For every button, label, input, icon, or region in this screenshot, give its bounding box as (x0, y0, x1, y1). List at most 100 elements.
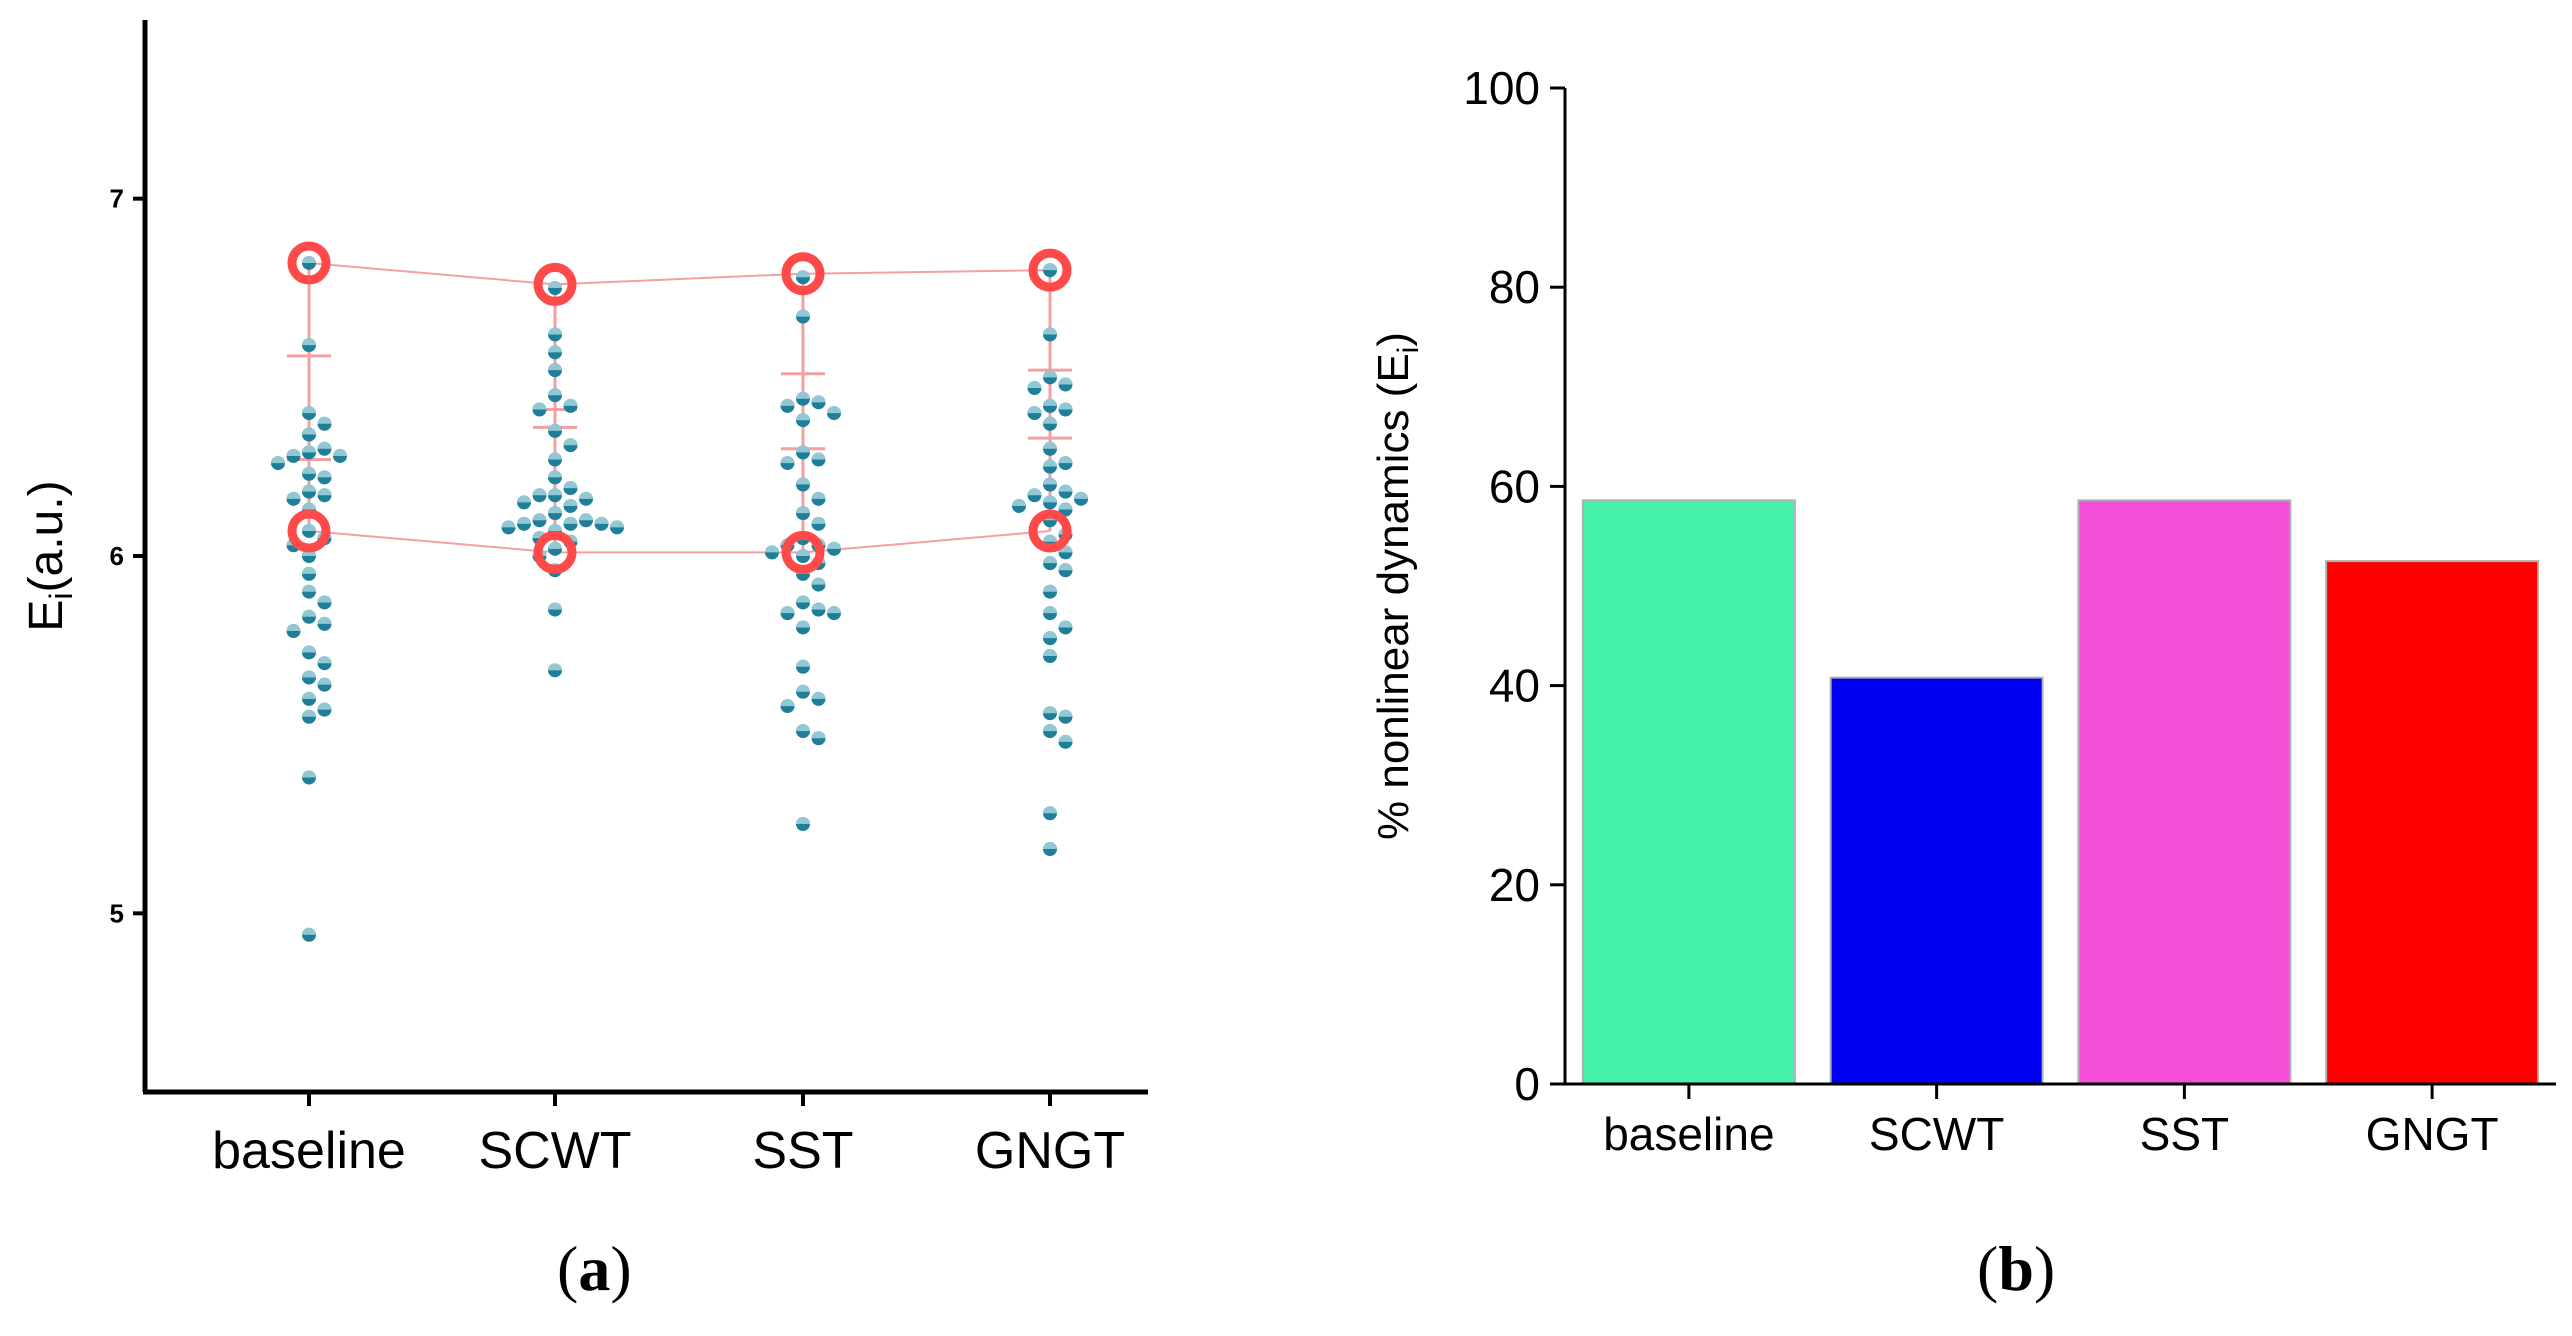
a-data-point-highlight (811, 577, 826, 585)
a-data-point-highlight (317, 441, 332, 449)
a-data-point-highlight (286, 624, 301, 632)
a-data-point-highlight (286, 448, 301, 456)
a-data-point-highlight (532, 402, 547, 410)
b-x-tick-label: SCWT (1869, 1108, 2004, 1160)
a-data-point-highlight (1058, 502, 1073, 510)
a-data-point-highlight (548, 506, 562, 514)
a-data-point-highlight (548, 663, 562, 671)
a-data-point-highlight (796, 309, 810, 317)
b-y-tick-label: 40 (1489, 660, 1540, 712)
a-data-point-highlight (811, 395, 826, 403)
a-mean-marker (287, 509, 331, 553)
a-max-connector (308, 261, 1051, 286)
a-data-point-highlight (302, 255, 316, 263)
b-bar (2325, 560, 2540, 1085)
a-data-point-highlight (548, 452, 562, 460)
a-data-point-highlight (811, 691, 826, 699)
a-data-point-highlight (548, 388, 562, 396)
a-connector-lines (287, 261, 1072, 554)
a-data-point-highlight (811, 516, 826, 524)
a-x-tick-label: baseline (212, 1122, 406, 1180)
a-summary-markers (287, 241, 1072, 574)
a-max-marker (1028, 248, 1072, 292)
a-data-point-highlight (1058, 484, 1073, 492)
a-max-marker (287, 241, 331, 285)
a-data-point-highlight (1043, 398, 1057, 406)
a-data-point-highlight (796, 659, 810, 667)
a-data-point-highlight (302, 670, 316, 678)
b-y-ticks: 0 20 40 60 80 100 (1463, 62, 1565, 1110)
a-data-point-highlight (302, 609, 316, 617)
a-data-point-highlight (302, 466, 316, 474)
a-data-point-highlight (548, 488, 562, 496)
a-data-point-highlight (317, 677, 332, 685)
a-data-point-highlight (302, 770, 316, 778)
b-bar (1581, 499, 1796, 1085)
b-bar (1829, 676, 2044, 1086)
a-max-marker (781, 252, 825, 296)
a-data-point-highlight (548, 541, 562, 549)
a-data-point-highlight (286, 491, 301, 499)
a-data-point-highlight (1027, 381, 1042, 389)
a-data-point-highlight (796, 445, 810, 453)
a-data-point-highlight (302, 927, 316, 935)
a-data-point-highlight (317, 595, 332, 603)
a-data-point-highlight (1043, 459, 1057, 467)
a-data-point-highlight (579, 491, 593, 499)
a-data-point-highlight (796, 620, 810, 628)
a-data-point-highlight (532, 488, 547, 496)
a-data-point-highlight (811, 602, 826, 610)
a-data-point-highlight (548, 327, 562, 335)
b-y-tick-label: 20 (1489, 859, 1540, 911)
a-data-point-highlight (1027, 488, 1042, 496)
a-data-point-highlight (827, 606, 841, 614)
a-data-point-highlight (1043, 441, 1057, 449)
a-data-point-highlight (1043, 806, 1057, 814)
a-data-point-highlight (796, 506, 810, 514)
b-x-tick-label: GNGT (2366, 1108, 2499, 1160)
a-data-point-highlight (827, 541, 841, 549)
b-y-axis-label: % nonlinear dynamics (Ei) (1369, 332, 1425, 840)
b-bars (1581, 499, 2540, 1086)
a-data-point-highlight (302, 645, 316, 653)
a-data-point-highlight (302, 691, 316, 699)
a-data-point-highlight (302, 502, 316, 510)
a-data-point-highlight (796, 391, 810, 399)
a-data-point-highlight (1043, 706, 1057, 714)
b-y-tick-label: 80 (1489, 261, 1540, 313)
b-bar (2077, 499, 2292, 1085)
b-x-ticks: baseline SCWT SST GNGT (1603, 1084, 2499, 1160)
a-y-ticks: 5 6 7 (110, 184, 145, 928)
a-y-axis-label: Ei(a.u.) (20, 480, 79, 631)
a-mean-marker (533, 530, 577, 574)
a-data-point-highlight (317, 416, 332, 424)
a-data-point-highlight (1058, 709, 1073, 717)
a-data-point-highlight (796, 817, 810, 824)
a-data-point-highlight (548, 602, 562, 610)
b-y-tick-label: 100 (1463, 62, 1540, 114)
a-data-point-highlight (1074, 491, 1088, 499)
panel-label-a: (a) (557, 1233, 632, 1304)
a-data-point-highlight (796, 477, 810, 485)
a-x-tick-label: SCWT (478, 1122, 631, 1180)
a-max-marker (533, 262, 577, 306)
a-data-point-highlight (1043, 263, 1057, 271)
a-data-point-highlight (517, 495, 531, 503)
a-data-point-highlight (302, 445, 316, 453)
b-x-tick-label: SST (2140, 1108, 2229, 1160)
a-data-point-highlight (317, 488, 332, 496)
a-data-point-highlight (1043, 370, 1057, 378)
b-y-tick-label: 60 (1489, 460, 1540, 512)
a-data-point-highlight (532, 513, 547, 521)
a-data-point-highlight (1043, 842, 1057, 850)
a-data-point-highlight (302, 484, 316, 492)
panel-a-scatter: 5 6 7 baseline SCWT SST GNGT Ei(a.u.) (20, 20, 1148, 1180)
a-data-point-highlight (594, 516, 609, 524)
a-data-point-highlight (548, 345, 562, 353)
a-data-point-highlight (1058, 620, 1073, 628)
a-data-point-highlight (1043, 649, 1057, 657)
a-data-point-highlight (563, 516, 578, 524)
a-data-point-highlight (1043, 327, 1057, 335)
a-data-point-highlight (302, 523, 316, 531)
